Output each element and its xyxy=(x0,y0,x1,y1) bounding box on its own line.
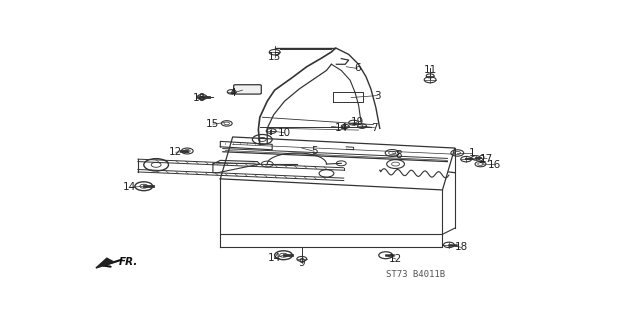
Text: 12: 12 xyxy=(169,147,183,157)
Text: 1: 1 xyxy=(469,148,475,158)
Text: 16: 16 xyxy=(488,160,501,170)
Text: 11: 11 xyxy=(424,65,437,76)
Text: 5: 5 xyxy=(311,146,317,156)
Text: 14: 14 xyxy=(122,182,136,192)
Text: 18: 18 xyxy=(455,242,468,252)
Text: 6: 6 xyxy=(354,63,361,74)
Text: 3: 3 xyxy=(374,91,381,100)
Text: 7: 7 xyxy=(371,123,378,132)
Text: FR.: FR. xyxy=(119,257,138,267)
Text: 15: 15 xyxy=(206,119,220,129)
Text: 14: 14 xyxy=(268,253,282,263)
Text: 8: 8 xyxy=(395,150,402,160)
Text: 2: 2 xyxy=(478,156,485,165)
Text: 10: 10 xyxy=(278,128,291,138)
Text: ST73 B4011B: ST73 B4011B xyxy=(386,270,445,279)
Text: 14: 14 xyxy=(334,123,348,132)
Polygon shape xyxy=(96,258,114,268)
Text: 19: 19 xyxy=(350,117,364,127)
Text: 13: 13 xyxy=(268,52,282,62)
Text: 12: 12 xyxy=(389,254,402,264)
Text: 9: 9 xyxy=(299,258,305,268)
Text: 18: 18 xyxy=(193,93,206,103)
FancyBboxPatch shape xyxy=(234,85,261,94)
Text: 4: 4 xyxy=(229,88,236,98)
Text: 17: 17 xyxy=(480,154,494,164)
